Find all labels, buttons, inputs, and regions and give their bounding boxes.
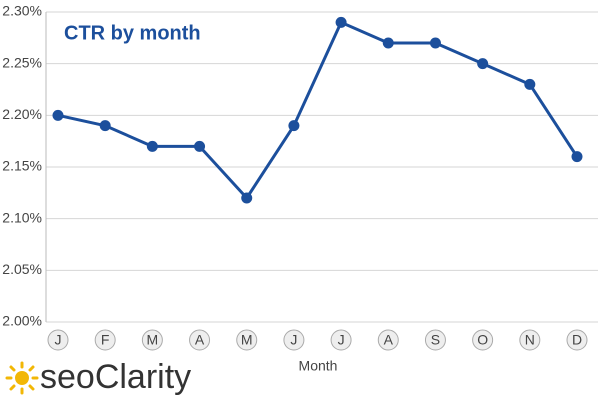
x-tick-label: M — [241, 332, 253, 348]
data-point — [52, 109, 64, 121]
data-point — [241, 192, 253, 204]
x-tick-badge — [472, 329, 494, 351]
logo-rays — [5, 361, 39, 395]
y-tick-label: 2.00% — [2, 313, 42, 329]
x-tick-label: J — [338, 332, 345, 348]
logo-sun — [15, 371, 29, 385]
data-point — [146, 140, 158, 152]
x-tick-badge — [236, 329, 258, 351]
data-point — [288, 120, 300, 132]
x-tick-label: S — [431, 332, 440, 348]
data-point — [382, 37, 394, 49]
x-tick-badge — [141, 329, 163, 351]
x-tick-badge — [47, 329, 69, 351]
y-tick-label: 2.20% — [2, 106, 42, 122]
data-point — [99, 120, 111, 132]
x-tick-badge — [189, 329, 211, 351]
data-point — [335, 16, 347, 28]
data-point — [477, 58, 489, 70]
data-point — [429, 37, 441, 49]
chart-title: CTR by month — [64, 22, 201, 44]
data-point — [524, 78, 536, 90]
x-tick-label: D — [572, 332, 582, 348]
x-tick-badge — [283, 329, 305, 351]
x-tick-label: J — [290, 332, 297, 348]
x-tick-badge — [94, 329, 116, 351]
y-tick-label: 2.25% — [2, 54, 42, 70]
data-point — [571, 151, 583, 163]
y-tick-label: 2.30% — [2, 3, 42, 19]
data-point — [194, 140, 206, 152]
x-tick-label: M — [147, 332, 159, 348]
y-tick-label: 2.05% — [2, 261, 42, 277]
x-tick-badge — [424, 329, 446, 351]
x-tick-label: F — [101, 332, 110, 348]
x-tick-label: O — [477, 332, 488, 348]
x-tick-label: A — [195, 332, 205, 348]
brand-logo: seoClarity — [40, 358, 191, 396]
x-tick-badge — [330, 329, 352, 351]
x-tick-label: J — [55, 332, 62, 348]
logo-icon — [5, 361, 39, 395]
data-line — [57, 20, 579, 200]
y-tick-label: 2.10% — [2, 209, 42, 225]
x-tick-badge — [377, 329, 399, 351]
x-axis-label: Month — [299, 358, 338, 374]
y-tick-label: 2.15% — [2, 158, 42, 174]
x-tick-label: N — [525, 332, 535, 348]
x-tick-badge — [566, 329, 588, 351]
x-tick-label: A — [384, 332, 394, 348]
x-tick-badge — [519, 329, 541, 351]
